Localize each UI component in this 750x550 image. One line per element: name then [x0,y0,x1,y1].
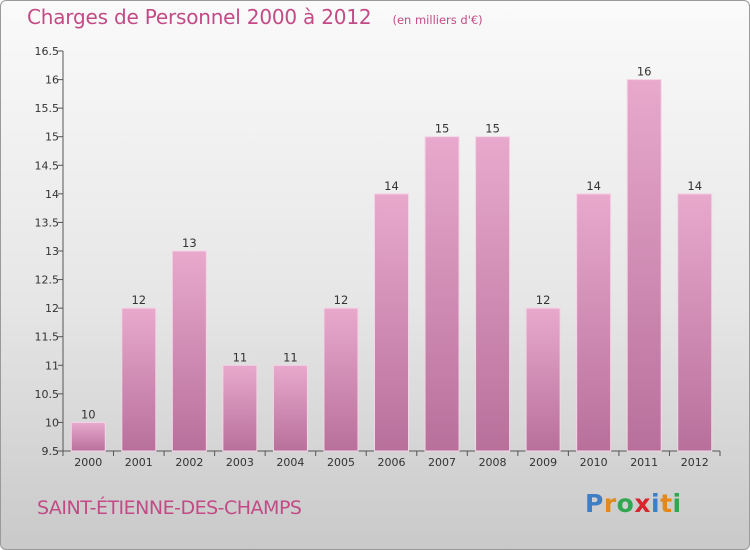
data-label: 13 [182,236,197,250]
y-tick-label: 11.5 [35,331,60,344]
bar [424,136,460,452]
x-tick-label: 2001 [125,456,153,469]
x-tick-label: 2007 [428,456,456,469]
x-tick-label: 2000 [74,456,102,469]
logo-letter: P [585,489,604,518]
logo-letter: r [603,489,617,518]
x-tick-label: 2006 [378,456,406,469]
data-label: 16 [637,65,652,79]
logo-letter: i [672,489,682,518]
data-label: 12 [131,293,146,307]
logo-letter: x [634,489,651,518]
y-tick-label: 11 [45,359,59,372]
bar [70,421,106,452]
data-label: 15 [435,122,450,136]
y-tick-label: 13.5 [35,216,60,229]
data-label: 11 [233,350,248,364]
y-tick-label: 16 [45,74,59,87]
bars-group [70,79,713,452]
bar [525,307,561,452]
y-tick-label: 9.5 [42,445,60,458]
y-tick-label: 10.5 [35,388,60,401]
data-label: 14 [687,179,702,193]
data-label: 11 [283,350,298,364]
x-tick-label: 2004 [276,456,304,469]
data-label: 10 [81,407,96,421]
y-tick-label: 10 [45,416,59,429]
x-tick-label: 2003 [226,456,254,469]
chart-title: Charges de Personnel 2000 à 2012 [27,5,372,29]
x-tick-label: 2010 [580,456,608,469]
y-tick-label: 13 [45,245,59,258]
x-tick-label: 2012 [681,456,709,469]
x-tick-label: 2011 [630,456,658,469]
bar [222,364,258,452]
bar [171,250,207,452]
data-label: 12 [536,293,551,307]
y-tick-label: 14 [45,188,59,201]
bar [121,307,157,452]
logo-letter: o [616,489,635,518]
x-tick-label: 2008 [479,456,507,469]
x-axis: 2000 2001 2002 2003 2004 2005 2006 2007 2008 2009… [62,450,721,469]
y-tick-label: 14.5 [35,159,60,172]
x-tick-label: 2002 [175,456,203,469]
y-axis: 9.5 10 10.5 11 11.5 12 12.5 13 13.5 14 14.5 15 15.5 1… [35,45,64,458]
logo-letter: i [651,489,661,518]
bar [677,193,713,452]
data-label: 14 [586,179,601,193]
bar [475,136,511,452]
bar [626,79,662,452]
bar [374,193,409,452]
y-tick-label: 15 [45,131,59,144]
data-label: 12 [334,293,349,307]
bar [576,193,612,452]
y-tick-label: 12 [45,302,59,315]
proxiti-logo[interactable]: Proxiti [585,489,682,518]
y-tick-label: 12.5 [35,274,60,287]
chart-unit: (en milliers d'€) [392,13,483,27]
bar [323,307,359,452]
commune-name: SAINT-ÉTIENNE-DES-CHAMPS [37,497,302,519]
title-row: Charges de Personnel 2000 à 2012 (en mil… [27,5,483,29]
data-label: 15 [485,122,500,136]
y-tick-label: 16.5 [35,45,60,58]
data-label: 14 [384,179,399,193]
data-labels-group: 10 12 13 11 11 12 14 15 15 12 14 16 14 [81,65,702,422]
y-tick-label: 15.5 [35,102,60,115]
x-tick-label: 2009 [529,456,557,469]
x-tick-label: 2005 [327,456,355,469]
bar [272,364,308,452]
logo-letter: t [660,489,673,518]
